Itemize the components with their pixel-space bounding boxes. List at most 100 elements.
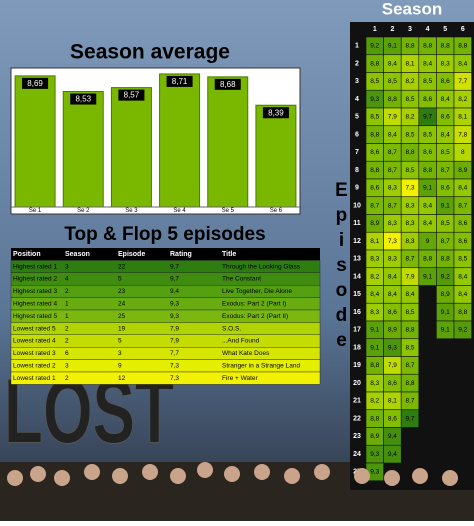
cell-label: 8,4 xyxy=(370,291,379,298)
value-label-box xyxy=(262,107,289,119)
cell-label: 7,8 xyxy=(458,131,467,138)
cell-label: 8,5 xyxy=(370,114,379,121)
cell-label: 7,7 xyxy=(458,78,467,85)
cell-label: 8,8 xyxy=(423,43,432,50)
cell-label: 8,8 xyxy=(388,96,397,103)
cell-label: 8,8 xyxy=(370,131,379,138)
x-tick-label: Se 2 xyxy=(77,208,90,214)
cell-label: 8,6 xyxy=(458,238,467,245)
cell-label: 8,8 xyxy=(423,167,432,174)
cell-label: 9,1 xyxy=(423,273,432,280)
cell-label: 8,7 xyxy=(370,202,379,209)
table-row xyxy=(10,347,321,360)
table-cell: 9,3 xyxy=(170,301,179,308)
bar xyxy=(207,76,249,208)
cell-label: 8,2 xyxy=(370,273,379,280)
table-cell: 5 xyxy=(118,276,122,283)
cell-label: 8,3 xyxy=(370,309,379,316)
table-title: Top & Flop 5 episodes xyxy=(64,224,265,245)
cell-label: 8,8 xyxy=(423,256,432,263)
row-header: 11 xyxy=(353,220,361,227)
table-cell: Exodus: Part 2 (Part I) xyxy=(222,301,286,308)
heat-cell xyxy=(453,320,472,340)
row-header: 16 xyxy=(353,309,361,316)
cell-label: 8 xyxy=(461,149,465,156)
cell-label: 8,1 xyxy=(405,60,414,67)
cell-label: 8,2 xyxy=(405,114,414,121)
cell-label: 7,9 xyxy=(388,362,397,369)
table-cell: 2 xyxy=(65,375,69,382)
cell-label: 8,4 xyxy=(388,273,397,280)
table-cell: Highest rated 2 xyxy=(13,276,57,283)
cell-label: 8,7 xyxy=(458,202,467,209)
table-cell: ...And Found xyxy=(222,338,260,345)
row-header: 13 xyxy=(353,256,361,263)
cell-label: 9,1 xyxy=(441,202,450,209)
value-label: 8,69 xyxy=(27,79,43,88)
cell-label: 8,5 xyxy=(405,344,414,351)
cell-label: 7,9 xyxy=(388,114,397,121)
cell-label: 9,7 xyxy=(405,415,414,422)
heatmap-title: Season xyxy=(382,0,442,18)
table-cell: 6 xyxy=(65,350,69,357)
table-cell: Lowest rated 2 xyxy=(13,363,56,370)
cell-label: 9,3 xyxy=(388,344,397,351)
heat-cell xyxy=(400,409,420,428)
value-label: 8,68 xyxy=(220,80,236,89)
cell-label: 8,9 xyxy=(388,327,397,334)
cell-label: 8,5 xyxy=(370,78,379,85)
cell-label: 8,7 xyxy=(388,202,397,209)
value-label-box xyxy=(118,89,145,101)
table-cell: Lowest rated 1 xyxy=(13,375,56,382)
row-header: 7 xyxy=(355,149,359,156)
table-row xyxy=(10,322,321,335)
cell-label: 9,3 xyxy=(370,469,379,476)
cell-label: 8,8 xyxy=(441,43,450,50)
cell-label: 8,8 xyxy=(458,309,467,316)
table-cell: Highest rated 1 xyxy=(13,263,57,270)
cell-label: 8,5 xyxy=(388,78,397,85)
table-cell: Lowest rated 4 xyxy=(13,338,56,345)
row-header: 9 xyxy=(355,185,359,192)
cell-label: 8,5 xyxy=(441,220,450,227)
cell-label: 8,5 xyxy=(405,131,414,138)
cell-label: 9,1 xyxy=(441,327,450,334)
cell-label: 8,6 xyxy=(423,96,432,103)
table-cell: 3 xyxy=(65,263,69,270)
cell-label: 8,5 xyxy=(405,167,414,174)
cell-label: 8,3 xyxy=(405,220,414,227)
value-label: 8,53 xyxy=(75,95,91,104)
cell-label: 8,3 xyxy=(405,202,414,209)
table-cell: 7,7 xyxy=(170,350,179,357)
cell-label: 9,3 xyxy=(370,451,379,458)
table-header: Season xyxy=(65,251,90,258)
table-cell: The Constant xyxy=(222,276,261,283)
cell-label: 8,5 xyxy=(423,78,432,85)
faces xyxy=(7,462,458,486)
cell-label: 8,4 xyxy=(423,220,432,227)
bar xyxy=(62,91,104,208)
table-cell: 25 xyxy=(118,313,126,320)
value-label: 8,39 xyxy=(268,108,284,117)
cell-label: 8,2 xyxy=(405,78,414,85)
cell-label: 8,6 xyxy=(441,185,450,192)
cell-label: 8,8 xyxy=(370,362,379,369)
table-cell: 22 xyxy=(118,263,126,270)
table-cell: 7,3 xyxy=(170,363,179,370)
table-cell: Lowest rated 5 xyxy=(13,325,56,332)
cell-label: 8,3 xyxy=(370,380,379,387)
cell-label: 8,1 xyxy=(370,238,379,245)
value-label: 8,71 xyxy=(172,77,188,86)
table-cell: 9,4 xyxy=(170,288,179,295)
photo-strip xyxy=(350,490,474,521)
table-cell: 12 xyxy=(118,375,126,382)
cell-label: 8,4 xyxy=(388,131,397,138)
value-label-box xyxy=(70,93,97,105)
table-cell: Exodus: Part 2 (Part II) xyxy=(222,313,288,320)
row-header: 17 xyxy=(353,327,361,334)
cell-label: 8,5 xyxy=(441,149,450,156)
bar xyxy=(159,73,201,208)
table-cell: What Kate Does xyxy=(222,350,270,357)
cell-label: 8,4 xyxy=(458,273,467,280)
